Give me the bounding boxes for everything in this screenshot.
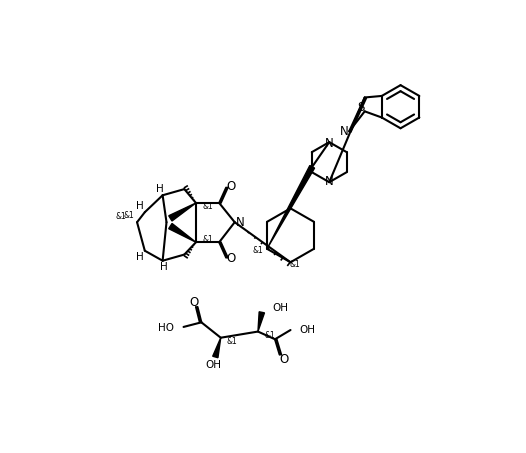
Text: HO: HO [158,323,174,333]
Text: O: O [189,296,198,309]
Polygon shape [169,223,196,242]
Text: OH: OH [300,325,316,335]
Text: O: O [226,180,236,193]
Text: &1: &1 [264,331,275,340]
Text: N: N [339,125,348,138]
Text: N: N [325,137,333,150]
Text: H: H [156,184,164,194]
Text: &1: &1 [252,246,263,255]
Polygon shape [213,338,221,358]
Polygon shape [258,312,265,332]
Text: N: N [325,175,333,188]
Text: N: N [236,216,245,229]
Text: S: S [357,101,365,114]
Text: O: O [226,252,236,265]
Text: H: H [136,252,144,262]
Text: OH: OH [206,360,222,370]
Text: H: H [136,201,144,211]
Text: O: O [279,353,288,366]
Text: &1: &1 [202,236,213,245]
Text: H: H [160,262,168,272]
Polygon shape [267,165,315,249]
Text: &1: &1 [115,212,126,221]
Text: &1: &1 [289,260,300,269]
Text: OH: OH [272,304,288,313]
Text: &1: &1 [202,202,213,211]
Text: &1: &1 [227,337,238,346]
Polygon shape [169,203,196,221]
Text: &1: &1 [123,211,134,220]
